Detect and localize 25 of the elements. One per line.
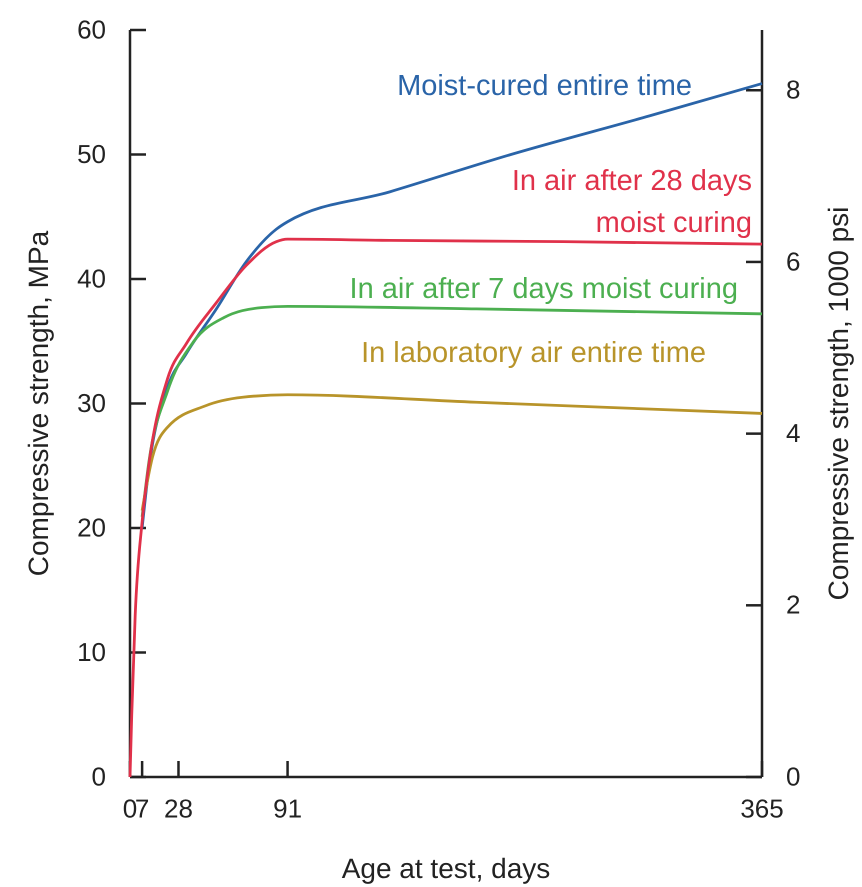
y-tick-label: 0 bbox=[92, 761, 106, 792]
y-axis-title: Compressive strength, MPa bbox=[23, 230, 54, 576]
y-tick-label: 10 bbox=[77, 636, 106, 667]
line-series bbox=[140, 393, 764, 512]
series-label: In air after 28 days moist curing bbox=[512, 165, 752, 239]
series-label: In air after 7 days moist curing bbox=[350, 273, 738, 305]
x-tick-label: 365 bbox=[740, 793, 784, 824]
y2-tick-label: 6 bbox=[786, 246, 800, 276]
x-axis-title: Age at test, days bbox=[342, 853, 550, 884]
x-tick-label: 28 bbox=[164, 793, 193, 824]
y-tick-label: 20 bbox=[77, 512, 106, 542]
y2-tick-label: 0 bbox=[786, 761, 800, 792]
y-tick-label: 50 bbox=[77, 138, 106, 169]
series-label: Moist-cured entire time bbox=[397, 70, 692, 102]
y-tick-label: 60 bbox=[77, 14, 106, 44]
y2-tick-label: 8 bbox=[786, 74, 800, 105]
series-label: In laboratory air entire time bbox=[361, 337, 706, 369]
x-tick-label: 0 bbox=[122, 793, 138, 824]
y-tick-label: 30 bbox=[77, 388, 106, 418]
x-tick-label: 91 bbox=[273, 793, 302, 824]
y2-tick-label: 2 bbox=[786, 590, 800, 620]
y2-tick-label: 4 bbox=[786, 418, 800, 448]
y-tick-label: 40 bbox=[77, 263, 106, 294]
y2-axis-title: Compressive strength, 1000 psi bbox=[823, 206, 854, 600]
x-tick-label: 7 bbox=[134, 793, 150, 824]
